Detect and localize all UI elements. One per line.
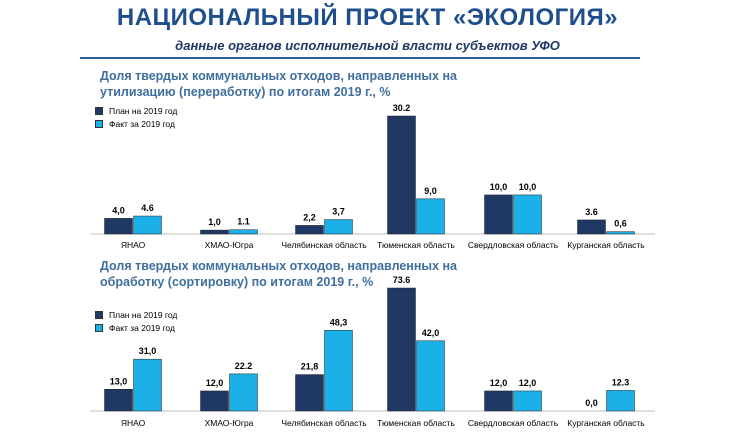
category-label: ЯНАО [121, 418, 146, 428]
legend-label-plan: План на 2019 год [109, 105, 178, 116]
legend-label-fact: Факт за 2019 год [109, 118, 175, 129]
category-label: Тюменская область [377, 418, 455, 428]
legend-item-plan: План на 2019 год [95, 308, 177, 321]
chart-1-title-line-1: Доля твердых коммунальных отходов, напра… [100, 69, 458, 83]
bar-plan [484, 194, 513, 235]
bar-plan [387, 115, 416, 235]
bar-plan [104, 389, 133, 412]
data-label: 42,0 [422, 328, 440, 338]
category-label: Челябинская область [281, 418, 367, 428]
category-label: Курганская область [567, 240, 645, 250]
data-label: 12.3 [612, 377, 630, 387]
category-label: Свердловская область [468, 240, 559, 250]
chart-2-title: Доля твердых коммунальных отходов, напра… [100, 258, 500, 290]
bar-plan [104, 218, 133, 235]
category-label: Тюменская область [377, 240, 455, 250]
bar-fact [606, 231, 635, 235]
bar-fact [229, 229, 258, 235]
chart-1-title: Доля твердых коммунальных отходов, напра… [100, 68, 500, 100]
data-label: 12,0 [490, 378, 508, 388]
data-label: 3.6 [585, 207, 598, 217]
data-label: 3,7 [332, 207, 345, 217]
bar-fact [229, 373, 258, 412]
bar-plan [387, 287, 416, 412]
chart-1-title-line-2: утилизацию (переработку) по итогам 2019 … [100, 85, 391, 99]
data-label: 12,0 [206, 378, 224, 388]
header-divider [80, 57, 640, 59]
data-label: 2,2 [303, 212, 316, 222]
category-label: ХМАО-Югра [205, 240, 254, 250]
data-label: 0,0 [585, 398, 598, 408]
legend-swatch-fact [95, 323, 103, 332]
bar-fact [416, 340, 445, 412]
legend-item-fact: Факт за 2019 год [95, 117, 177, 130]
legend-item-plan: План на 2019 год [95, 104, 177, 117]
bar-plan [484, 390, 513, 412]
data-label: 10,0 [519, 182, 537, 192]
category-label: ЯНАО [121, 240, 146, 250]
category-label: ХМАО-Югра [205, 418, 254, 428]
legend-swatch-plan [95, 106, 103, 115]
bar-plan [295, 225, 324, 235]
data-label: 12,0 [519, 378, 537, 388]
data-label: 4,0 [112, 205, 125, 215]
chart-1-legend: План на 2019 год Факт за 2019 год [95, 104, 177, 130]
legend-swatch-fact [95, 119, 103, 128]
chart-2-legend: План на 2019 год Факт за 2019 год [95, 308, 177, 334]
bar-plan [295, 374, 324, 412]
data-label: 30.2 [393, 103, 411, 113]
data-label: 0,6 [614, 219, 627, 229]
data-label: 10,0 [490, 182, 508, 192]
category-label: Свердловская область [468, 418, 559, 428]
bar-fact [133, 358, 162, 412]
bar-fact [324, 219, 353, 235]
bar-plan [577, 219, 606, 235]
bar-fact [606, 390, 635, 412]
data-label: 31,0 [139, 346, 157, 356]
legend-label-fact: Факт за 2019 год [109, 322, 175, 333]
category-label: Курганская область [567, 418, 645, 428]
data-label: 1,0 [208, 217, 221, 227]
data-label: 48,3 [330, 317, 348, 327]
data-label: 4.6 [141, 203, 154, 213]
data-label: 9,0 [424, 186, 437, 196]
category-label: Челябинская область [281, 240, 367, 250]
page-title: НАЦИОНАЛЬНЫЙ ПРОЕКТ «ЭКОЛОГИЯ» [116, 4, 619, 31]
bar-fact [324, 330, 353, 412]
chart-2-title-line-1: Доля твердых коммунальных отходов, напра… [100, 259, 458, 273]
bar-fact [416, 198, 445, 235]
legend-swatch-plan [95, 310, 103, 319]
data-label: 1.1 [237, 217, 250, 227]
data-label: 22.2 [235, 361, 253, 371]
legend-item-fact: Факт за 2019 год [95, 321, 177, 334]
chart-2-title-line-2: обработку (сортировку) по итогам 2019 г.… [100, 275, 374, 289]
data-label: 13,0 [110, 376, 128, 386]
data-label: 73.6 [393, 275, 411, 285]
data-label: 21,8 [301, 362, 319, 372]
bar-fact [513, 194, 542, 235]
bar-plan [200, 390, 229, 412]
bar-fact [513, 390, 542, 412]
bar-plan [200, 229, 229, 235]
page-subtitle: данные органов исполнительной власти суб… [175, 38, 560, 53]
legend-label-plan: План на 2019 год [109, 309, 178, 320]
bar-fact [133, 215, 162, 235]
